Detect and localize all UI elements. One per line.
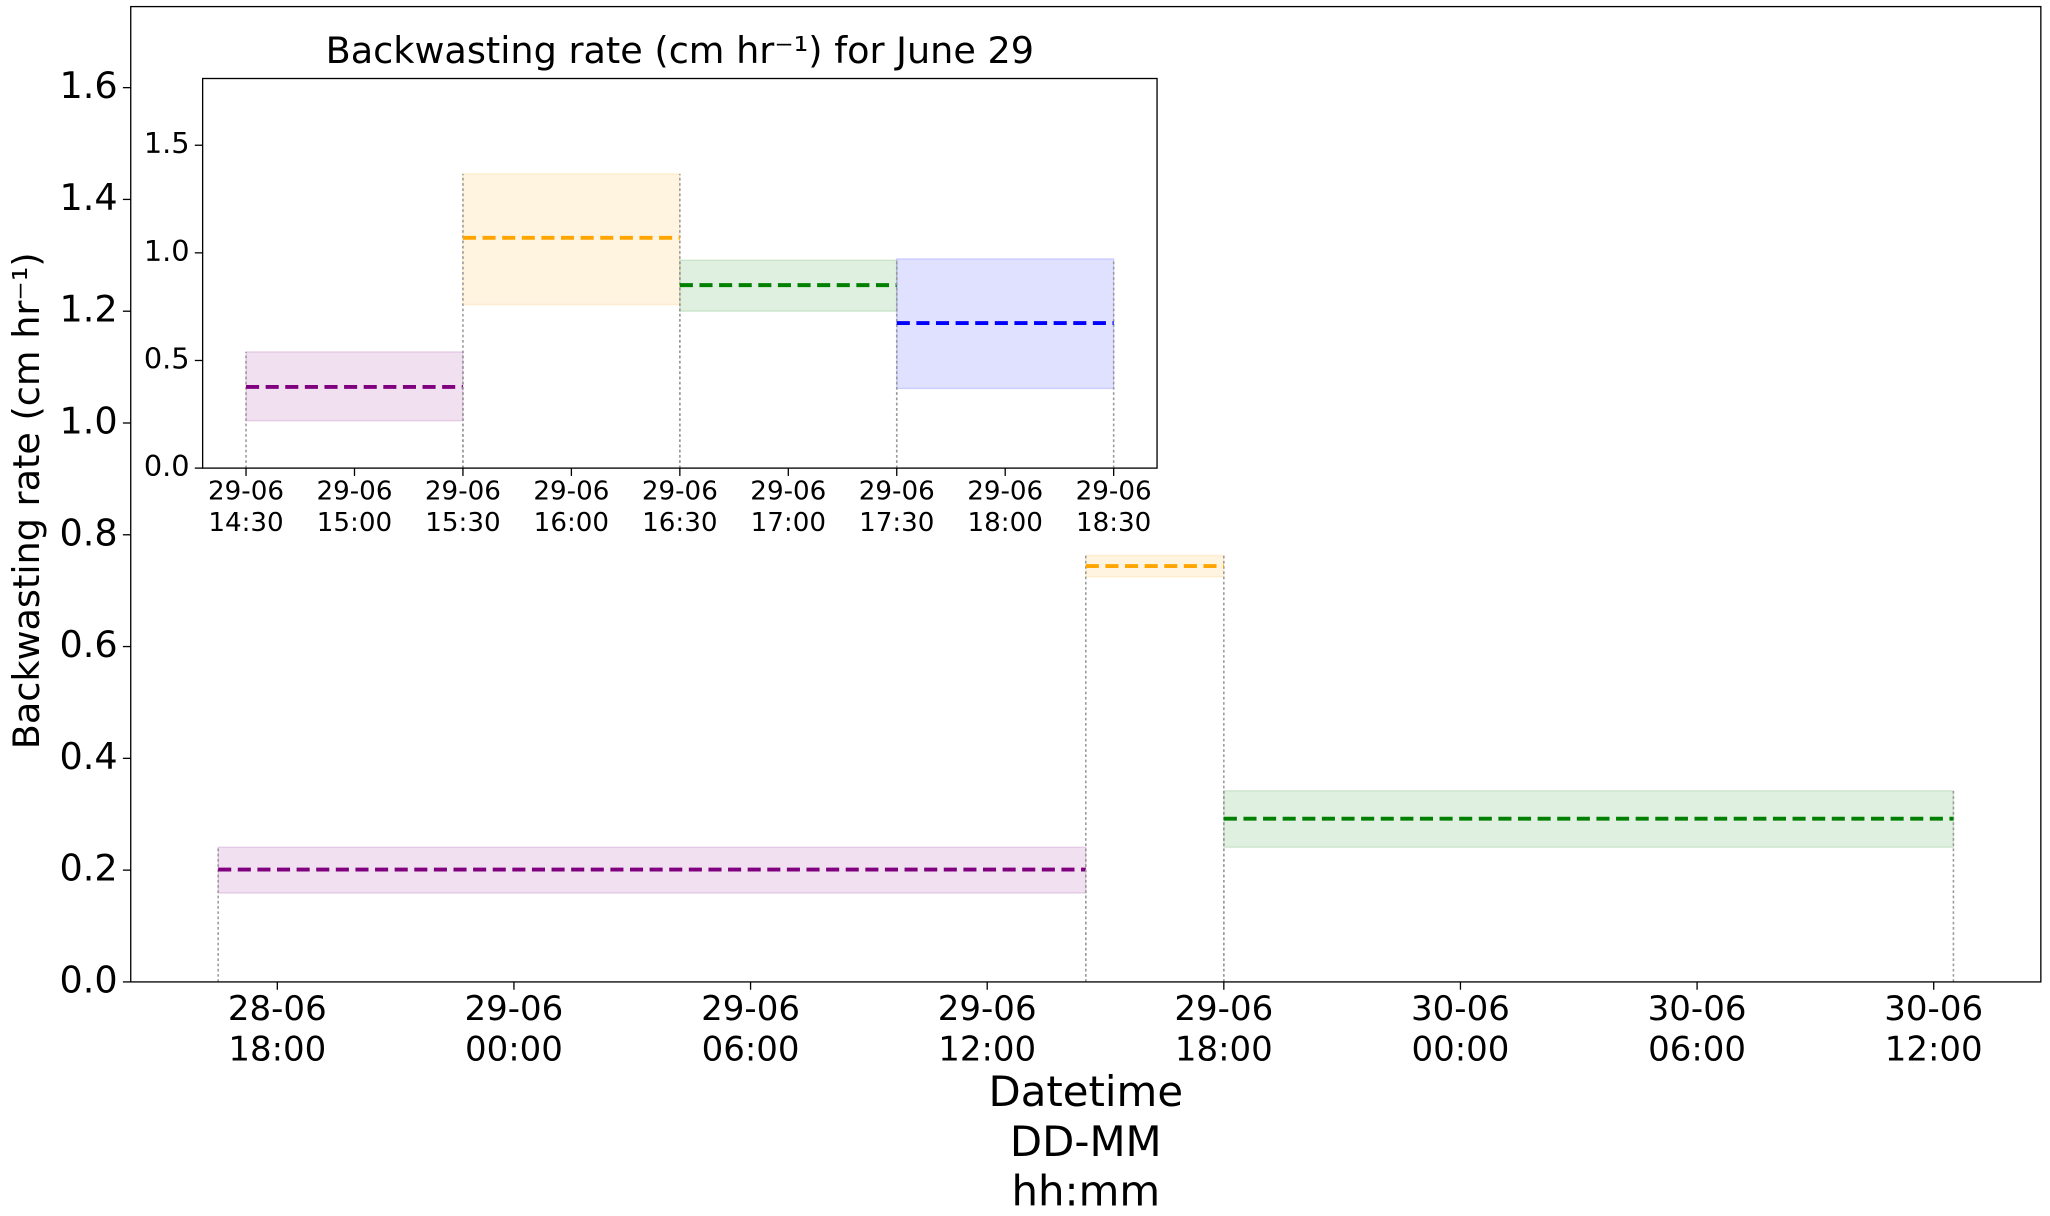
x-tick-label: 29-06 18:00 <box>967 475 1044 537</box>
x-tick-label-box: 29-06 06:00 <box>701 989 800 1070</box>
x-tick-label-box: 29-06 00:00 <box>464 989 564 1070</box>
y-tick-label: 1.0 <box>144 234 190 268</box>
y-tick-label: 0.8 <box>59 511 117 554</box>
x-tick-label: 29-06 15:30 <box>424 475 501 537</box>
plot-frame <box>201 77 1158 469</box>
x-tick-label: 29-06 06:00 <box>701 989 800 1070</box>
x-tick-label-box: 29-06 17:00 <box>750 475 827 537</box>
x-tick-label: 29-06 18:00 <box>1174 989 1274 1070</box>
x-tick-label-box: 30-06 12:00 <box>1884 989 1984 1070</box>
x-tick-label: 29-06 12:00 <box>937 989 1037 1070</box>
y-tick-label: 1.5 <box>144 126 190 160</box>
x-tick-label-box: 29-06 16:00 <box>533 475 610 537</box>
x-tick-label: 29-06 17:30 <box>858 475 935 537</box>
x-tick-label: 30-06 06:00 <box>1647 989 1747 1070</box>
x-tick-label: 29-06 14:30 <box>208 475 285 537</box>
x-axis-title-box: Datetime DD-MM hh:mm <box>988 1068 1184 1216</box>
y-tick-label: 0.0 <box>144 449 190 483</box>
y-tick-label: 1.4 <box>59 176 117 219</box>
y-tick-label: 1.2 <box>59 288 117 331</box>
x-tick-label-box: 30-06 06:00 <box>1647 989 1747 1070</box>
y-axis-title: Backwasting rate (cm hr⁻¹) <box>5 252 48 749</box>
x-tick-label: 29-06 15:00 <box>316 475 393 537</box>
x-tick-label: 29-06 16:00 <box>533 475 610 537</box>
x-tick-label: 30-06 12:00 <box>1884 989 1984 1070</box>
y-tick-label: 1.0 <box>59 399 117 442</box>
x-tick-label-box: 29-06 15:00 <box>316 475 393 537</box>
x-tick-label-box: 29-06 17:30 <box>858 475 935 537</box>
x-tick-label-box: 29-06 18:00 <box>967 475 1044 537</box>
x-tick-label-box: 29-06 14:30 <box>208 475 285 537</box>
y-tick-label: 0.5 <box>144 341 190 375</box>
x-tick-label-box: 29-06 15:30 <box>424 475 501 537</box>
x-tick-label: 29-06 17:00 <box>750 475 827 537</box>
x-tick-label: 28-06 18:00 <box>227 989 327 1070</box>
y-tick-label: 1.6 <box>59 64 117 107</box>
x-tick-label: 29-06 00:00 <box>464 989 564 1070</box>
x-tick-label: 30-06 00:00 <box>1411 989 1510 1070</box>
x-tick-label-box: 29-06 12:00 <box>937 989 1037 1070</box>
plot-frame <box>130 5 2042 983</box>
y-tick-label: 0.2 <box>59 847 117 890</box>
x-tick-label-box: 29-06 18:00 <box>1174 989 1274 1070</box>
y-tick-label: 0.6 <box>59 623 117 666</box>
x-tick-label-box: 29-06 18:30 <box>1075 475 1152 537</box>
y-tick-label: 0.0 <box>59 958 117 1001</box>
chart-title: Backwasting rate (cm hr⁻¹) for June 29 <box>326 29 1034 72</box>
x-axis-title: Datetime DD-MM hh:mm <box>988 1068 1184 1216</box>
x-tick-label-box: 28-06 18:00 <box>227 989 327 1070</box>
x-tick-label: 29-06 18:30 <box>1075 475 1152 537</box>
x-tick-label: 29-06 16:30 <box>641 475 718 537</box>
x-tick-label-box: 29-06 16:30 <box>641 475 718 537</box>
y-tick-label: 0.4 <box>59 735 117 778</box>
x-tick-label-box: 30-06 00:00 <box>1411 989 1510 1070</box>
